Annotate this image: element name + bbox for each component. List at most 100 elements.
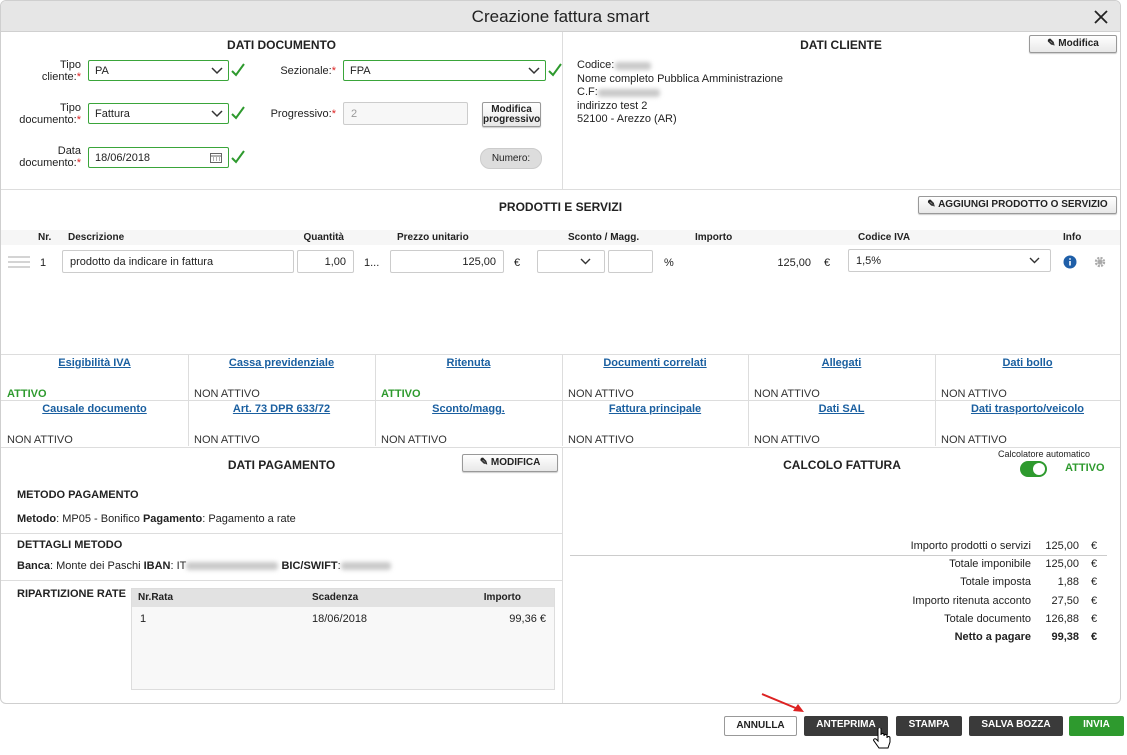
cell: 1 <box>140 613 147 625</box>
column-header: Sconto / Magg. <box>568 232 640 243</box>
total-label: Totale imposta <box>960 576 1031 589</box>
value: : IT <box>170 560 187 572</box>
column-header: Importo <box>483 592 521 603</box>
blurred-value <box>186 562 279 571</box>
button[interactable]: Modifica progressivo <box>482 102 541 127</box>
total-label: Netto a pagare <box>954 631 1031 643</box>
button[interactable]: SALVA BOZZA <box>969 716 1063 736</box>
button[interactable]: ANNULLA <box>724 716 797 736</box>
currency: € <box>1091 631 1098 643</box>
label-text: Sezionale: <box>280 65 332 77</box>
settings-icon[interactable] <box>1094 256 1106 268</box>
input[interactable]: prodotto da indicare in fattura <box>62 250 294 273</box>
field-label: Progressivo:* <box>251 108 336 120</box>
button[interactable]: ANTEPRIMA <box>804 716 888 736</box>
section-status: NON ATTIVO <box>941 388 1007 400</box>
divider <box>562 447 563 703</box>
field-label: Sezionale:* <box>251 65 336 77</box>
section-status: NON ATTIVO <box>941 434 1007 446</box>
check-icon <box>231 63 245 77</box>
table-header <box>132 589 554 607</box>
text: indirizzo test 2 <box>577 100 648 112</box>
text: Metodo: MP05 - Bonifico Pagamento: Pagam… <box>17 513 296 525</box>
input-value: 125,00 <box>462 256 496 268</box>
total-label: Totale imponibile <box>949 558 1031 571</box>
check-icon <box>548 63 562 77</box>
drag-handle[interactable] <box>8 255 30 269</box>
input[interactable] <box>608 250 653 273</box>
select-value: 1,5% <box>856 255 882 267</box>
section-link[interactable]: Dati trasporto/veicolo <box>970 403 1085 415</box>
subsection-title: DETTAGLI METODO <box>17 539 123 551</box>
section-link[interactable]: Causale documento <box>42 403 147 415</box>
section-link[interactable]: Allegati <box>821 357 862 369</box>
section-link[interactable]: Fattura principale <box>608 403 702 415</box>
button[interactable]: ✎ MODIFICA <box>462 454 558 472</box>
section-status: NON ATTIVO <box>381 434 447 446</box>
unit: 1... <box>364 257 380 269</box>
divider <box>748 354 749 400</box>
button-text: AGGIUNGI PRODOTTO O SERVIZIO <box>938 199 1108 210</box>
select[interactable]: Fattura <box>88 103 229 124</box>
divider <box>1 354 1120 355</box>
close-button[interactable] <box>1094 10 1108 24</box>
button-text: Modifica <box>1058 38 1099 49</box>
calendar-icon <box>210 153 222 163</box>
value: : MP05 - Bonifico <box>56 513 140 525</box>
currency: € <box>1091 612 1098 625</box>
button[interactable]: INVIA <box>1069 716 1124 736</box>
section-status: ATTIVO <box>7 388 47 400</box>
value: : Pagamento a rate <box>202 513 296 525</box>
select[interactable]: 1,5% <box>848 249 1051 272</box>
divider <box>375 400 376 446</box>
label: BIC/SWIFT <box>281 560 338 572</box>
label: Pagamento <box>142 513 203 525</box>
required-mark: * <box>76 114 81 126</box>
section-link[interactable]: Sconto/magg. <box>432 403 505 415</box>
label-text: Data documento: <box>19 145 81 169</box>
subsection-title: METODO PAGAMENTO <box>17 489 139 501</box>
blurred-value <box>598 89 660 97</box>
value: : Monte dei Paschi <box>50 560 141 572</box>
divider <box>935 400 936 446</box>
section-link[interactable]: Esigibilità IVA <box>58 357 131 369</box>
dropdown-arrow <box>528 67 540 75</box>
select[interactable]: FPA <box>343 60 546 81</box>
section-link[interactable]: Dati bollo <box>1002 357 1053 369</box>
section-status: ATTIVO <box>381 388 421 400</box>
select[interactable] <box>537 250 605 273</box>
button[interactable]: STAMPA <box>896 716 962 736</box>
section-title: DATI PAGAMENTO <box>227 458 336 472</box>
input[interactable]: 125,00 <box>390 250 504 273</box>
blurred-value <box>340 562 391 571</box>
divider <box>1 400 1120 401</box>
select-value: FPA <box>350 65 371 77</box>
section-link[interactable]: Documenti correlati <box>603 357 707 369</box>
column-header: Importo <box>695 232 733 243</box>
column-header: Scadenza <box>312 592 359 603</box>
toggle[interactable] <box>1020 461 1047 477</box>
section-link[interactable]: Dati SAL <box>818 403 865 415</box>
section-link[interactable]: Art. 73 DPR 633/72 <box>232 403 331 415</box>
select[interactable]: PA <box>88 60 229 81</box>
section-link[interactable]: Cassa previdenziale <box>228 357 335 369</box>
input[interactable]: 1,00 <box>297 250 354 273</box>
divider <box>562 354 563 400</box>
section-status: NON ATTIVO <box>568 434 634 446</box>
currency: € <box>1091 576 1098 589</box>
date-input[interactable]: 18/06/2018 <box>88 147 229 168</box>
table-header <box>1 230 1120 245</box>
currency: € <box>1091 558 1098 571</box>
section-link[interactable]: Ritenuta <box>446 357 491 369</box>
required-mark: * <box>76 157 81 169</box>
toggle-status: ATTIVO <box>1065 462 1105 474</box>
label: Metodo <box>17 513 57 525</box>
button[interactable]: ✎ Modifica <box>1029 35 1117 53</box>
divider <box>1 533 562 534</box>
button[interactable]: ✎ AGGIUNGI PRODOTTO O SERVIZIO <box>918 196 1117 214</box>
dropdown-arrow <box>211 67 223 75</box>
label: IBAN <box>143 560 171 572</box>
cell: 99,36 € <box>509 613 546 625</box>
info-icon[interactable] <box>1063 255 1077 269</box>
